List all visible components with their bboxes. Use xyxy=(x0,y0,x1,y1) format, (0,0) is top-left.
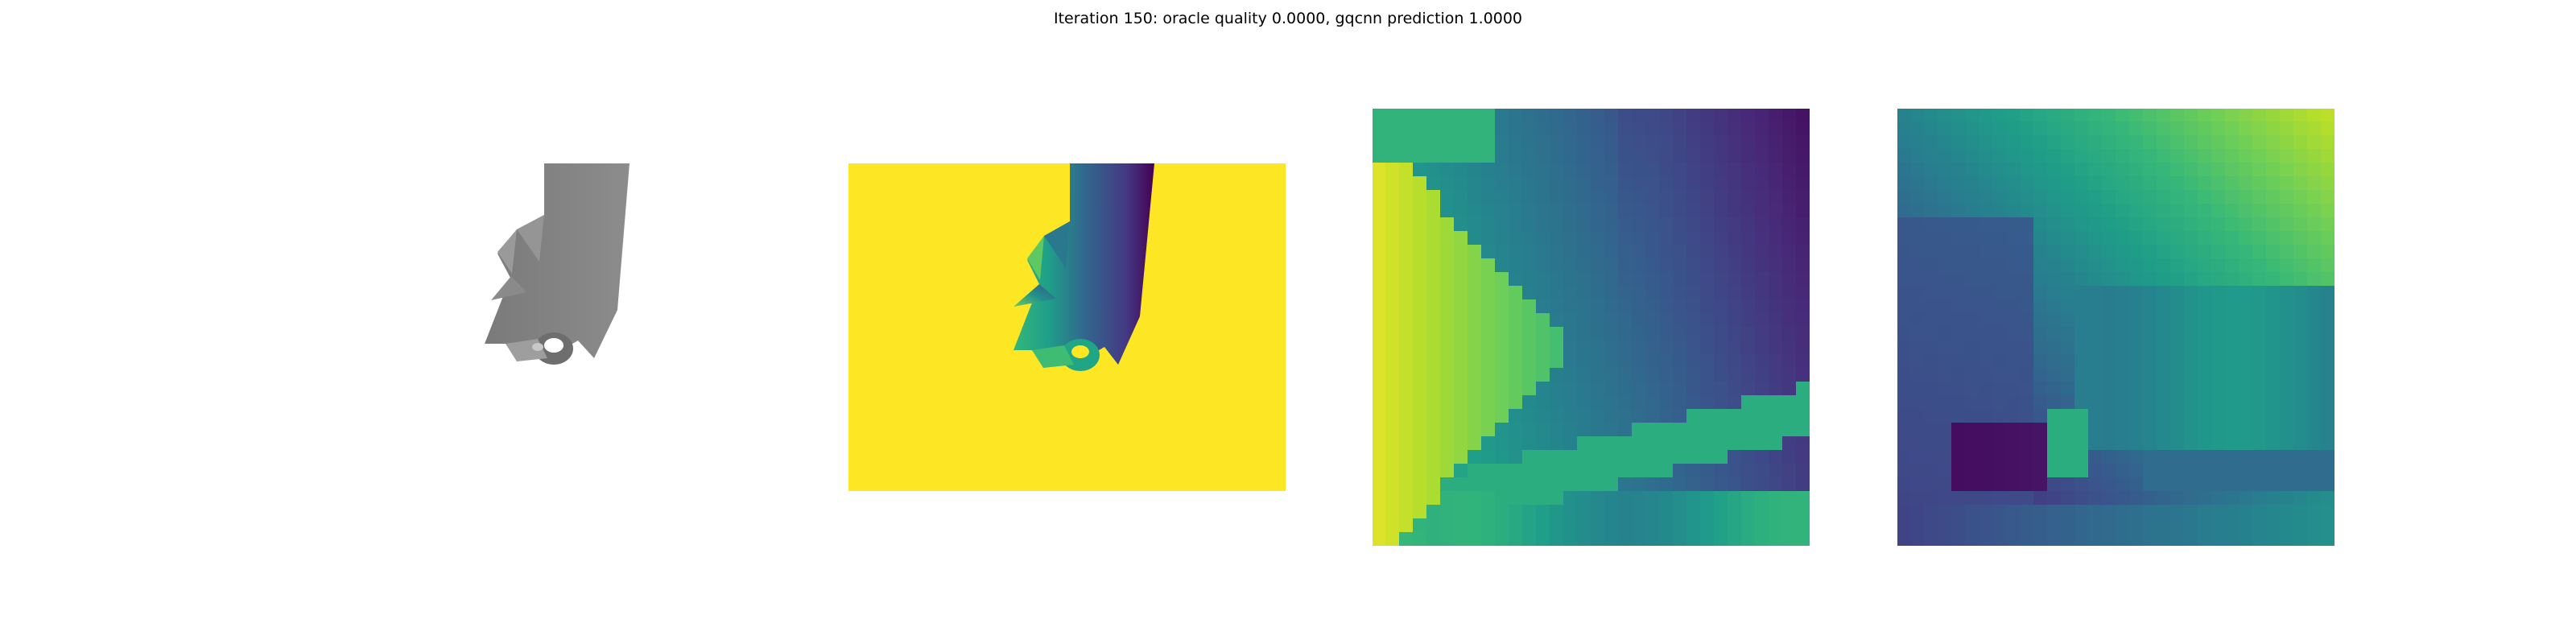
depth-crop-right-canvas xyxy=(1897,109,2334,546)
depth-crop-right xyxy=(1897,109,2334,546)
rendered-object-svg xyxy=(485,163,630,365)
depth-crop-left xyxy=(1373,109,1810,546)
depth-image-svg xyxy=(848,163,1286,491)
depth-image xyxy=(848,163,1286,491)
depth-crop-left-canvas xyxy=(1373,109,1810,546)
figure-title: Iteration 150: oracle quality 0.0000, gq… xyxy=(1053,10,1522,27)
rendered-object-image xyxy=(475,157,644,370)
